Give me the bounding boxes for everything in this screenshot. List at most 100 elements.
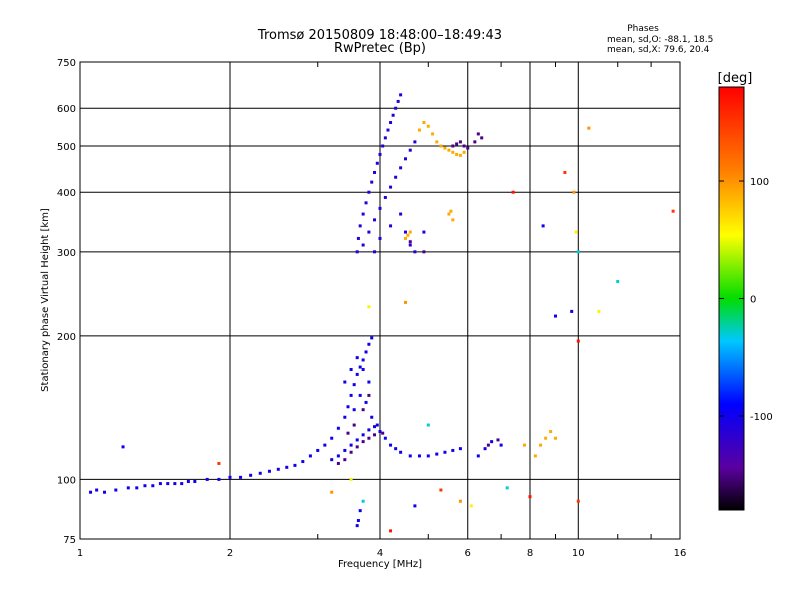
data-point bbox=[228, 475, 232, 479]
data-point bbox=[399, 166, 403, 170]
data-point bbox=[462, 144, 466, 148]
data-point bbox=[451, 448, 455, 452]
data-point bbox=[408, 240, 412, 244]
data-point bbox=[249, 473, 253, 477]
data-point bbox=[443, 450, 447, 454]
data-point bbox=[455, 142, 459, 146]
data-point bbox=[396, 99, 400, 103]
data-point bbox=[403, 230, 407, 234]
data-point bbox=[447, 148, 451, 152]
data-point bbox=[239, 475, 243, 479]
data-point bbox=[417, 128, 421, 132]
data-point bbox=[443, 146, 447, 150]
data-point bbox=[323, 443, 327, 447]
data-point bbox=[426, 423, 430, 427]
grid-lines bbox=[79, 61, 681, 540]
data-point bbox=[361, 440, 365, 444]
data-point bbox=[476, 454, 480, 458]
data-point bbox=[563, 170, 567, 174]
x-tick-label: 6 bbox=[465, 548, 471, 559]
data-point bbox=[367, 342, 371, 346]
data-point bbox=[186, 479, 190, 483]
data-point bbox=[355, 372, 359, 376]
data-point bbox=[364, 400, 368, 404]
data-point bbox=[451, 144, 455, 148]
data-point bbox=[435, 140, 439, 144]
colorbar: [deg] 100 0 -100 bbox=[718, 71, 773, 511]
data-point bbox=[483, 447, 487, 451]
data-point bbox=[330, 458, 334, 462]
data-point bbox=[403, 236, 407, 240]
data-point bbox=[383, 195, 387, 199]
data-point bbox=[413, 140, 417, 144]
data-point bbox=[373, 433, 377, 437]
data-point bbox=[417, 454, 421, 458]
colorbar-ticks: 100 0 -100 bbox=[719, 177, 773, 423]
data-point bbox=[383, 136, 387, 140]
data-point bbox=[403, 300, 407, 304]
data-point bbox=[308, 454, 312, 458]
data-point bbox=[403, 157, 407, 161]
data-point bbox=[114, 488, 118, 492]
y-tick-label: 750 bbox=[57, 58, 76, 69]
colorbar-label: [deg] bbox=[718, 71, 753, 86]
data-point bbox=[355, 250, 359, 254]
data-point bbox=[386, 128, 390, 132]
y-tick-label: 100 bbox=[57, 475, 76, 486]
data-point bbox=[511, 190, 515, 194]
data-point bbox=[389, 224, 393, 228]
data-point bbox=[301, 460, 305, 464]
data-point bbox=[349, 477, 353, 481]
data-point bbox=[587, 126, 591, 130]
data-point bbox=[367, 436, 371, 440]
y-tick-label: 500 bbox=[57, 142, 76, 153]
data-point bbox=[378, 152, 382, 156]
data-point bbox=[352, 423, 356, 427]
data-point bbox=[389, 185, 393, 189]
data-point bbox=[451, 150, 455, 154]
data-point bbox=[426, 124, 430, 128]
data-point bbox=[422, 121, 426, 125]
data-point bbox=[267, 469, 271, 473]
data-point bbox=[205, 477, 209, 481]
colorbar-tick-label: 0 bbox=[750, 295, 756, 306]
data-point bbox=[158, 482, 162, 486]
data-point bbox=[422, 250, 426, 254]
data-point bbox=[458, 447, 462, 451]
data-point bbox=[381, 431, 385, 435]
data-point bbox=[539, 443, 543, 447]
data-point bbox=[553, 436, 557, 440]
data-point bbox=[389, 443, 393, 447]
data-point bbox=[480, 136, 484, 140]
data-point bbox=[316, 448, 320, 452]
data-point bbox=[367, 190, 371, 194]
data-point bbox=[343, 448, 347, 452]
data-point bbox=[455, 152, 459, 156]
data-point bbox=[378, 430, 382, 434]
y-tick-label: 75 bbox=[63, 535, 76, 546]
data-point bbox=[349, 393, 353, 397]
data-point bbox=[462, 150, 466, 154]
colorbar-tick-label: 100 bbox=[750, 177, 769, 188]
data-point bbox=[490, 440, 494, 444]
data-point bbox=[355, 524, 359, 528]
data-point bbox=[89, 490, 93, 494]
axis-ticks bbox=[317, 62, 652, 539]
data-point bbox=[193, 479, 197, 483]
data-point bbox=[352, 383, 356, 387]
data-point bbox=[422, 230, 426, 234]
x-tick-label: 2 bbox=[227, 548, 233, 559]
data-point bbox=[394, 447, 398, 451]
chart-title: Tromsø 20150809 18:48:00–18:49:43 bbox=[257, 28, 502, 43]
data-point bbox=[355, 445, 359, 449]
data-point bbox=[391, 113, 395, 117]
data-point bbox=[473, 140, 477, 144]
data-point bbox=[330, 436, 334, 440]
data-point bbox=[355, 438, 359, 442]
data-point bbox=[505, 486, 509, 490]
data-point bbox=[439, 144, 443, 148]
data-point bbox=[375, 161, 379, 165]
data-point bbox=[173, 482, 177, 486]
data-point bbox=[356, 236, 360, 240]
